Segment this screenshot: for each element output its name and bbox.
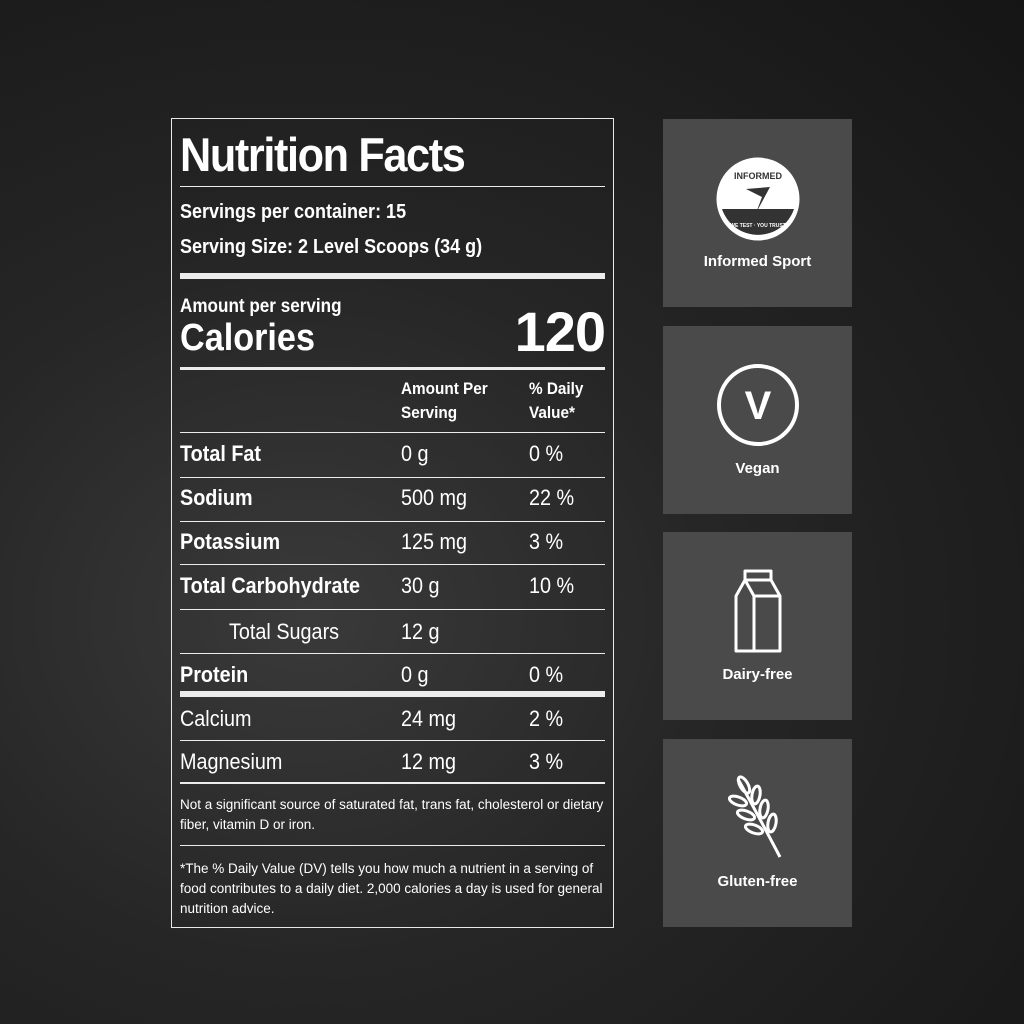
- informed-sport-logo: INFORMED WE TEST · YOU TRUST: [716, 157, 799, 241]
- nutrient-amount: 30 g: [401, 573, 440, 598]
- col-header-line: % Daily: [529, 379, 584, 398]
- nutrient-daily-value: 22 %: [529, 485, 575, 510]
- nutrient-daily-value: 0 %: [529, 662, 564, 687]
- badge-vegan: V Vegan: [663, 326, 852, 514]
- divider: [180, 477, 605, 478]
- servings-per-container: Servings per container: 15: [180, 201, 407, 223]
- nutrient-daily-value: 3 %: [529, 529, 564, 554]
- nutrient-amount: 12 g: [401, 619, 440, 644]
- divider: [180, 740, 605, 741]
- nutrient-name: Sodium: [180, 485, 253, 510]
- nutrient-amount: 125 mg: [401, 529, 468, 554]
- divider: [180, 564, 605, 565]
- divider: [180, 782, 605, 784]
- divider: [180, 653, 605, 654]
- nutrient-name: Total Carbohydrate: [180, 573, 361, 598]
- vegan-v-icon: V: [716, 364, 799, 446]
- wheat-icon: [727, 775, 781, 858]
- thick-divider: [180, 273, 605, 279]
- amount-per-serving: Amount per serving: [180, 296, 342, 317]
- calories-label: Calories: [180, 317, 315, 359]
- divider: [180, 521, 605, 522]
- panel-title: Nutrition Facts: [180, 128, 466, 181]
- nutrient-amount: 0 g: [401, 441, 429, 466]
- col-header-line: Amount Per: [401, 379, 488, 398]
- nutrient-amount: 24 mg: [401, 706, 457, 731]
- nutrient-daily-value: 3 %: [529, 749, 564, 774]
- nutrient-name: Potassium: [180, 529, 281, 554]
- serving-size: Serving Size: 2 Level Scoops (34 g): [180, 236, 483, 258]
- nutrient-name: Total Sugars: [229, 619, 340, 644]
- nutrition-facts-panel: Nutrition Facts Servings per container: …: [171, 118, 614, 928]
- nutrient-daily-value: 10 %: [529, 573, 575, 598]
- col-header-amount: Amount Per Serving: [401, 377, 488, 425]
- nutrient-amount: 12 mg: [401, 749, 457, 774]
- badge-label: Gluten-free: [717, 873, 798, 890]
- divider: [180, 691, 605, 697]
- nutrient-daily-value: 0 %: [529, 441, 564, 466]
- nutrient-name: Total Fat: [180, 441, 262, 466]
- divider: [180, 845, 605, 846]
- footnote-daily-value: *The % Daily Value (DV) tells you how mu…: [180, 861, 603, 916]
- divider: [180, 186, 605, 187]
- logo-text: WE TEST · YOU TRUST: [730, 223, 785, 229]
- badge-gluten-free: Gluten-free: [663, 739, 852, 927]
- col-header-dv: % Daily Value*: [529, 377, 583, 425]
- badge-label: Vegan: [735, 460, 780, 477]
- nutrient-amount: 500 mg: [401, 485, 468, 510]
- logo-text: INFORMED: [734, 171, 782, 181]
- nutrient-name: Calcium: [180, 706, 252, 731]
- vegan-glyph: V: [744, 384, 771, 428]
- divider: [180, 432, 605, 433]
- badge-informed-sport: INFORMED WE TEST · YOU TRUST Informed Sp…: [663, 119, 852, 307]
- col-header-line: Serving: [401, 403, 458, 422]
- nutrient-amount: 0 g: [401, 662, 429, 687]
- badge-label: Dairy-free: [722, 666, 793, 683]
- nutrient-name: Protein: [180, 662, 249, 687]
- nutrient-daily-value: 2 %: [529, 706, 564, 731]
- divider: [180, 367, 605, 370]
- calories-value: 120: [514, 300, 606, 363]
- col-header-line: Value*: [529, 403, 575, 422]
- badge-dairy-free: Dairy-free: [663, 532, 852, 720]
- divider: [180, 609, 605, 610]
- nutrient-name: Magnesium: [180, 749, 283, 774]
- milk-carton-icon: [734, 569, 781, 653]
- badge-label: Informed Sport: [703, 253, 812, 270]
- footnote-nutrients: Not a significant source of saturated fa…: [180, 797, 604, 832]
